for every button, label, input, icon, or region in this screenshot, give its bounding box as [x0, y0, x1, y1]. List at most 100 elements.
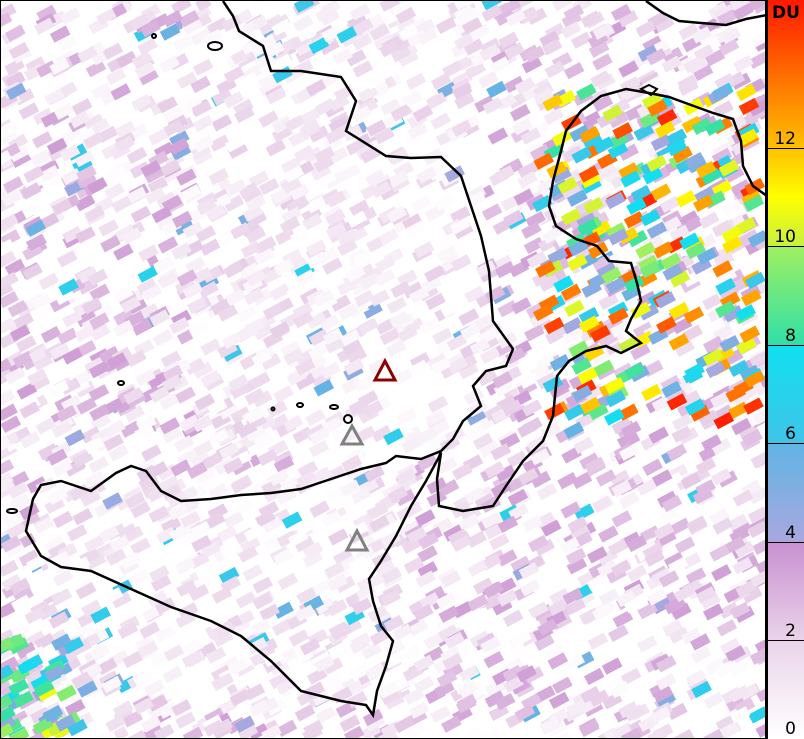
- volcano-marker-stromboli: [372, 357, 398, 382]
- so2-pixel: [707, 1, 729, 20]
- so2-pixel: [567, 516, 588, 534]
- so2-pixel: [423, 632, 445, 650]
- so2-pixel: [84, 436, 105, 455]
- so2-pixel: [737, 128, 759, 146]
- so2-pixel: [691, 117, 713, 135]
- so2-pixel: [222, 331, 243, 349]
- so2-pixel: [374, 127, 395, 145]
- so2-pixel: [321, 24, 342, 43]
- so2-pixel: [533, 152, 554, 170]
- so2-pixel: [340, 329, 361, 347]
- so2-pixel: [605, 390, 626, 408]
- so2-pixel: [383, 651, 405, 669]
- so2-pixel: [332, 47, 353, 66]
- so2-pixel: [191, 534, 212, 553]
- so2-pixel: [251, 349, 272, 367]
- so2-pixel: [480, 511, 502, 530]
- so2-pixel: [510, 297, 532, 315]
- so2-pixel: [436, 670, 458, 688]
- so2-pixel: [110, 83, 132, 101]
- so2-pixel: [62, 347, 83, 365]
- so2-pixel: [242, 204, 264, 222]
- so2-pixel: [512, 117, 533, 136]
- so2-pixel: [72, 450, 94, 468]
- so2-pixel: [754, 130, 765, 148]
- colorbar-tick-label: 0: [785, 719, 796, 739]
- so2-pixel: [755, 720, 765, 738]
- so2-pixel: [596, 262, 618, 280]
- so2-pixel: [137, 640, 159, 658]
- so2-pixel: [528, 601, 549, 619]
- so2-pixel: [319, 70, 341, 88]
- so2-pixel: [261, 724, 282, 738]
- so2-pixel: [742, 429, 763, 447]
- so2-pixel: [313, 379, 335, 397]
- so2-pixel: [529, 448, 551, 466]
- so2-pixel: [220, 541, 241, 559]
- colorbar-tick: [768, 443, 804, 445]
- so2-pixel: [532, 303, 554, 322]
- so2-pixel: [573, 503, 595, 521]
- colorbar-tick-label: 10: [774, 227, 796, 248]
- colorbar-tick: [768, 147, 804, 149]
- so2-pixel: [413, 241, 435, 259]
- so2-pixel: [5, 71, 26, 89]
- so2-pixel: [252, 431, 274, 450]
- so2-pixel: [459, 322, 481, 340]
- so2-pixel: [147, 702, 169, 720]
- so2-pixel: [170, 459, 191, 477]
- so2-pixel: [568, 239, 589, 257]
- so2-pixel: [405, 722, 427, 738]
- so2-pixel: [181, 650, 203, 668]
- so2-pixel: [458, 308, 480, 326]
- so2-pixel: [25, 219, 46, 237]
- so2-pixel: [265, 87, 287, 105]
- so2-pixel: [711, 179, 733, 198]
- so2-pixel: [218, 566, 240, 585]
- so2-pixel: [662, 619, 683, 637]
- so2-pixel: [190, 451, 212, 469]
- so2-pixel: [623, 595, 645, 614]
- so2-pixel: [507, 488, 529, 507]
- so2-pixel: [37, 443, 59, 461]
- so2-pixel: [729, 1, 751, 12]
- so2-pixel: [486, 80, 507, 99]
- so2-pixel: [175, 711, 196, 729]
- so2-pixel: [571, 471, 593, 490]
- so2-pixel: [711, 219, 733, 238]
- so2-pixel: [32, 107, 54, 126]
- so2-pixel: [271, 618, 293, 637]
- so2-pixel: [200, 541, 222, 559]
- so2-pixel: [294, 372, 316, 391]
- so2-pixel: [406, 526, 428, 544]
- so2-pixel: [315, 170, 337, 189]
- so2-pixel: [308, 427, 330, 445]
- so2-pixel: [621, 284, 642, 302]
- so2-pixel: [1, 436, 12, 454]
- so2-pixel: [207, 612, 229, 630]
- so2-pixel: [735, 304, 756, 322]
- so2-pixel: [716, 619, 738, 637]
- so2-pixel: [228, 374, 249, 392]
- so2-pixel: [89, 117, 110, 136]
- so2-pixel: [718, 721, 740, 738]
- so2-pixel: [77, 45, 98, 64]
- so2-pixel: [620, 667, 642, 686]
- so2-pixel: [66, 524, 88, 542]
- so2-pixel: [149, 309, 171, 327]
- so2-pixel: [611, 417, 632, 435]
- so2-pixel: [128, 569, 150, 587]
- so2-pixel: [314, 597, 336, 615]
- so2-pixel: [655, 529, 677, 547]
- so2-pixel: [106, 352, 128, 370]
- so2-pixel: [138, 244, 159, 262]
- so2-pixel: [373, 33, 395, 52]
- so2-pixel: [479, 440, 500, 458]
- so2-pixel: [691, 26, 712, 44]
- so2-pixel: [666, 393, 688, 411]
- so2-pixel: [319, 314, 340, 332]
- so2-pixel: [190, 520, 212, 539]
- so2-pixel: [69, 111, 91, 129]
- so2-pixel: [322, 416, 344, 434]
- so2-pixel: [122, 525, 144, 543]
